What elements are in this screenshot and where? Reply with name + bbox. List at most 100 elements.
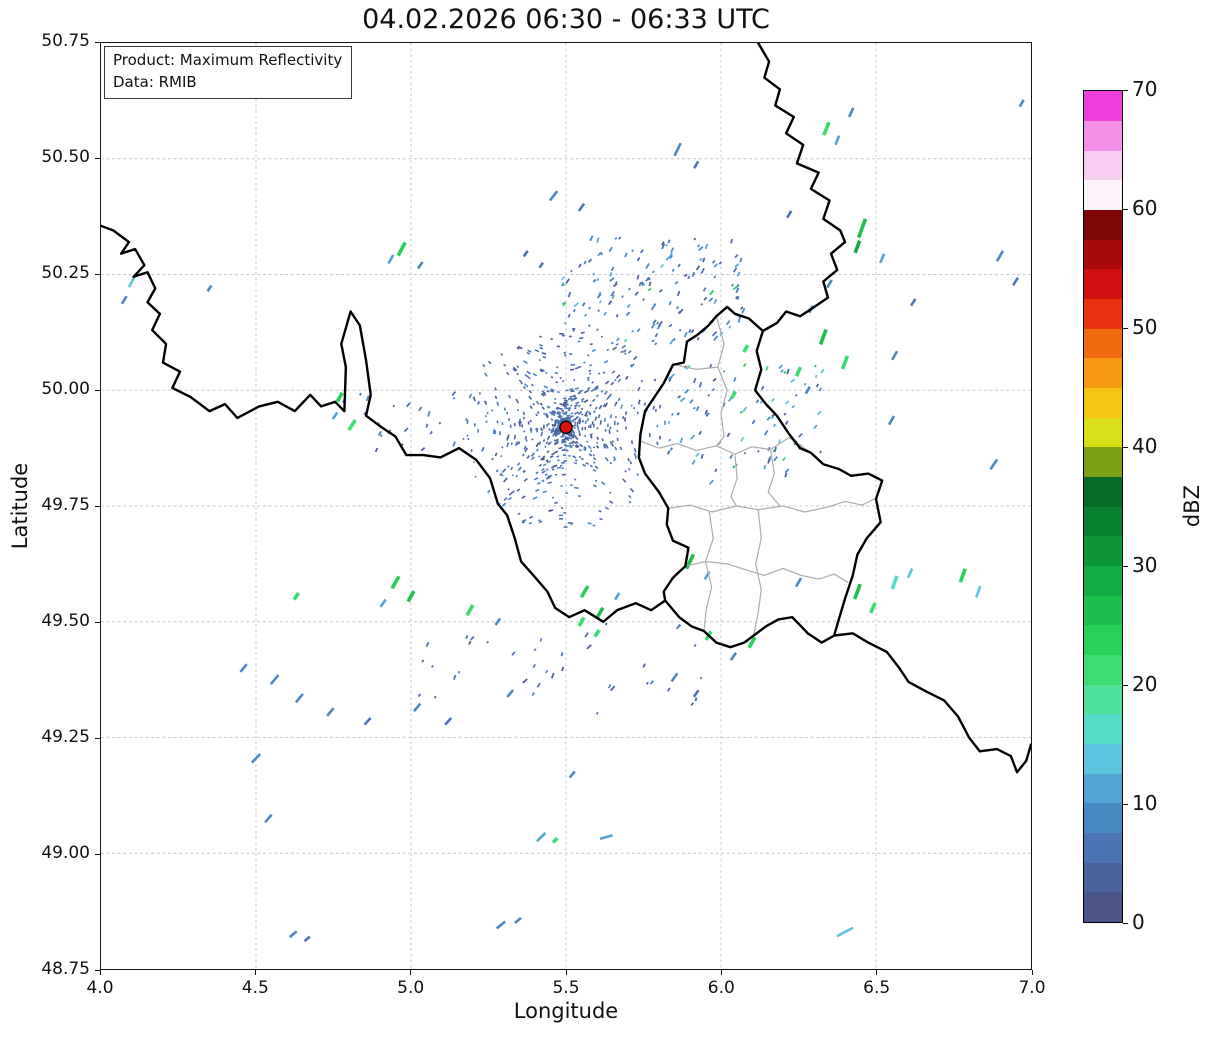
admin-border — [668, 497, 877, 513]
colorbar-segment — [1084, 536, 1122, 566]
colorbar-segment — [1084, 684, 1122, 715]
colorbar-tick-mark — [1123, 208, 1128, 210]
y-tick-label: 49.00 — [41, 843, 90, 863]
colorbar-segment — [1084, 269, 1122, 299]
colorbar-segment — [1084, 595, 1122, 626]
y-tick-mark — [95, 157, 100, 159]
colorbar-tick-label: 40 — [1132, 434, 1158, 458]
colorbar-segment — [1084, 832, 1122, 863]
colorbar-tick-label: 10 — [1132, 791, 1158, 815]
map-borders — [101, 43, 1031, 774]
colorbar-segment — [1084, 298, 1122, 329]
x-tick-label: 4.0 — [86, 978, 114, 998]
colorbar-segment — [1084, 387, 1122, 418]
colorbar-segment — [1084, 892, 1122, 922]
colorbar-segment — [1084, 209, 1122, 240]
x-tick-label: 7.0 — [1018, 978, 1046, 998]
colorbar-tick-mark — [1123, 684, 1128, 686]
x-tick-mark — [254, 970, 256, 975]
colorbar-tick-label: 0 — [1132, 910, 1145, 934]
colorbar-segment — [1084, 654, 1122, 685]
colorbar-segment — [1084, 714, 1122, 744]
x-tick-mark — [876, 970, 878, 975]
colorbar-segment — [1084, 358, 1122, 388]
y-tick-label: 49.25 — [41, 727, 90, 747]
colorbar-tick-mark — [1123, 565, 1128, 567]
colorbar-segment — [1084, 239, 1122, 270]
y-tick-mark — [95, 969, 100, 971]
admin-border — [685, 560, 849, 583]
y-tick-mark — [95, 273, 100, 275]
admin-border — [675, 364, 718, 370]
country-border — [101, 224, 667, 623]
x-axis-label: Longitude — [513, 999, 619, 1023]
colorbar-segment — [1084, 803, 1122, 833]
country-border — [637, 305, 765, 602]
admin-border — [753, 509, 762, 636]
x-tick-label: 6.0 — [707, 978, 735, 998]
x-tick-label: 4.5 — [241, 978, 269, 998]
colorbar-tick-mark — [1123, 922, 1128, 924]
colorbar-tick-mark — [1123, 803, 1128, 805]
colorbar-segment — [1084, 328, 1122, 359]
radar-echoes — [120, 99, 1025, 943]
gridlines — [101, 43, 1031, 969]
colorbar-segment — [1084, 625, 1122, 655]
colorbar-segment — [1084, 180, 1122, 210]
y-tick-mark — [95, 505, 100, 507]
x-tick-label: 5.0 — [397, 978, 425, 998]
colorbar-tick-mark — [1123, 327, 1128, 329]
y-tick-mark — [95, 853, 100, 855]
y-tick-mark — [95, 621, 100, 623]
y-tick-label: 49.50 — [41, 611, 90, 631]
annotation-product-line: Product: Maximum Reflectivity — [113, 51, 343, 69]
y-tick-mark — [95, 389, 100, 391]
x-tick-label: 6.5 — [863, 978, 891, 998]
product-annotation-box: Product: Maximum Reflectivity Data: RMIB — [104, 46, 353, 99]
y-tick-label: 50.25 — [41, 263, 90, 283]
colorbar-tick-label: 70 — [1132, 77, 1158, 101]
x-tick-mark — [1031, 970, 1033, 975]
radar-map-canvas — [101, 43, 1031, 969]
colorbar-segment — [1084, 565, 1122, 596]
colorbar-segment — [1084, 862, 1122, 893]
y-tick-mark — [95, 737, 100, 739]
radar-site-marker — [559, 420, 573, 434]
colorbar-segment — [1084, 506, 1122, 537]
colorbar — [1083, 90, 1123, 923]
figure-title: 04.02.2026 06:30 - 06:33 UTC — [362, 4, 770, 35]
country-border — [663, 599, 836, 649]
y-tick-label: 50.50 — [41, 147, 90, 167]
admin-border — [640, 436, 812, 455]
x-tick-mark — [565, 970, 567, 975]
colorbar-tick-label: 50 — [1132, 315, 1158, 339]
colorbar-tick-label: 60 — [1132, 196, 1158, 220]
colorbar-segment — [1084, 91, 1122, 121]
colorbar-segment — [1084, 150, 1122, 181]
x-tick-mark — [99, 970, 101, 975]
admin-border — [703, 511, 714, 632]
y-tick-mark — [95, 41, 100, 43]
colorbar-segment — [1084, 120, 1122, 151]
colorbar-label: dBZ — [1180, 484, 1204, 528]
admin-border — [767, 449, 781, 507]
x-tick-mark — [720, 970, 722, 975]
colorbar-segment — [1084, 447, 1122, 477]
x-tick-mark — [410, 970, 412, 975]
colorbar-tick-mark — [1123, 89, 1128, 91]
y-tick-label: 50.00 — [41, 379, 90, 399]
colorbar-segment — [1084, 773, 1122, 804]
colorbar-segment — [1084, 417, 1122, 448]
admin-border — [730, 454, 738, 507]
map-plot-area: Product: Maximum Reflectivity Data: RMIB — [100, 42, 1032, 970]
x-tick-label: 5.5 — [552, 978, 580, 998]
y-tick-label: 48.75 — [41, 959, 90, 979]
y-tick-label: 50.75 — [41, 31, 90, 51]
colorbar-tick-mark — [1123, 446, 1128, 448]
colorbar-tick-label: 30 — [1132, 553, 1158, 577]
country-border — [753, 43, 1031, 774]
colorbar-tick-label: 20 — [1132, 672, 1158, 696]
y-tick-label: 49.75 — [41, 495, 90, 515]
admin-border — [715, 316, 728, 447]
